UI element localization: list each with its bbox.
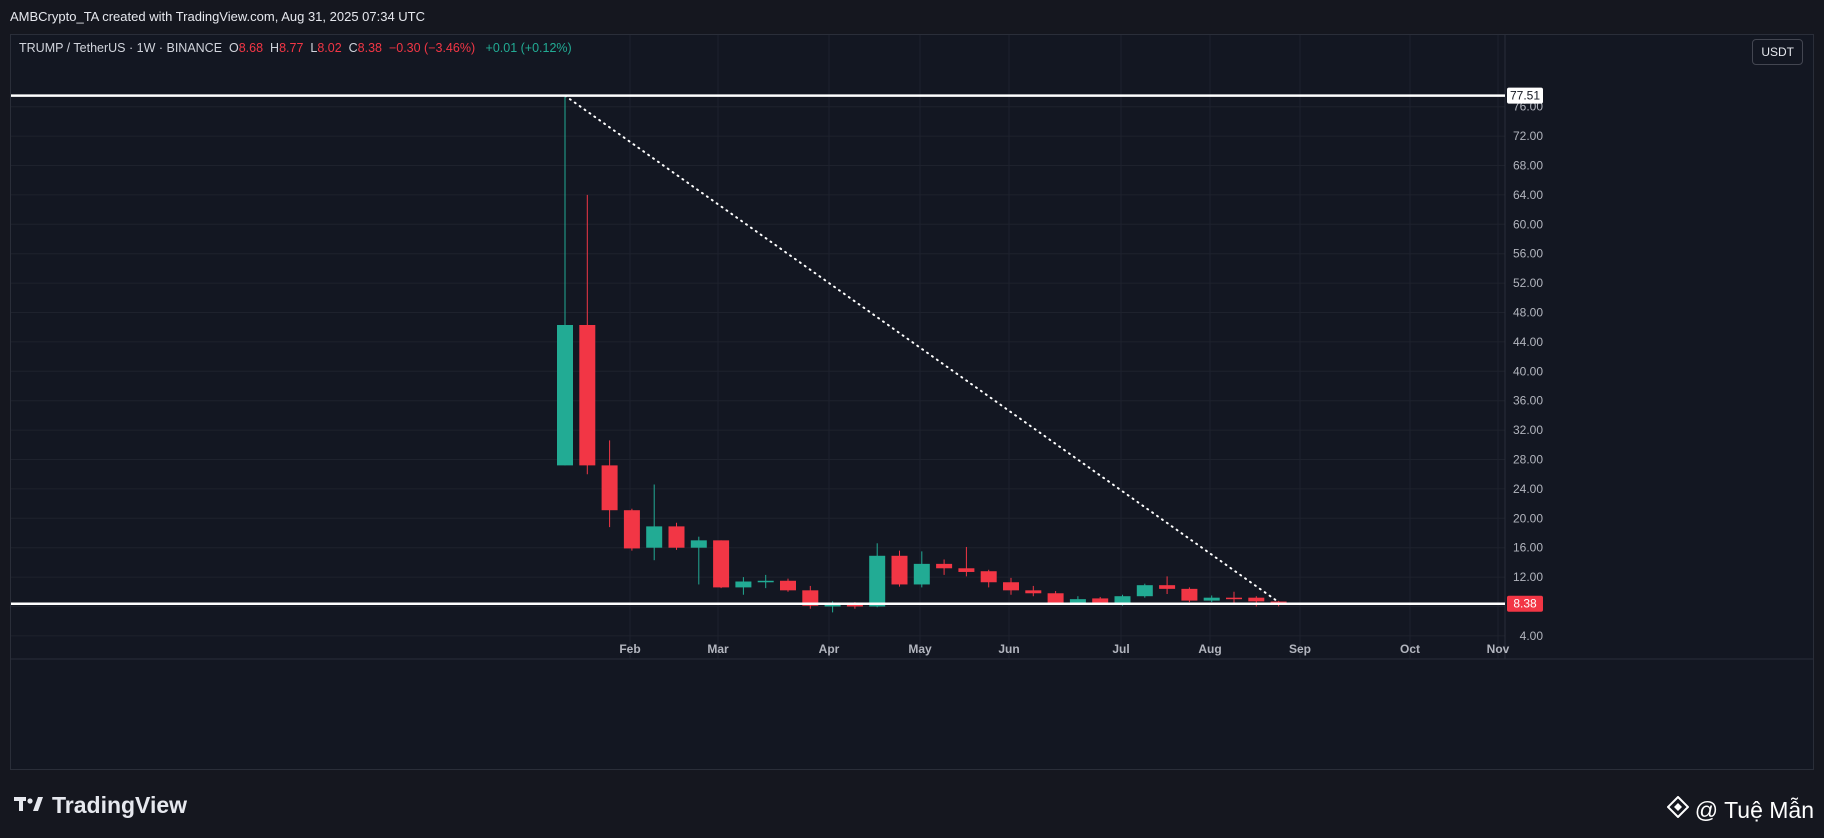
low-label: L xyxy=(310,41,318,55)
candle-body xyxy=(646,526,663,548)
close-label: C xyxy=(348,41,358,55)
candle-body xyxy=(824,604,841,607)
candle-body xyxy=(1181,588,1198,601)
x-tick-label: Jul xyxy=(1112,642,1129,656)
candle-body xyxy=(1025,590,1042,594)
price-axis-label-box xyxy=(1507,87,1543,104)
candle-body xyxy=(757,580,774,583)
y-tick-label: 52.00 xyxy=(1513,276,1543,290)
x-tick-label: Sep xyxy=(1289,642,1311,656)
x-tick-label: Aug xyxy=(1198,642,1221,656)
candle-body xyxy=(1203,597,1220,601)
symbol-label: TRUMP / TetherUS · 1W · BINANCE xyxy=(19,41,223,55)
chart-panel[interactable]: 4.008.0012.0016.0020.0024.0028.0032.0036… xyxy=(10,34,1814,770)
candle-body xyxy=(1069,599,1086,603)
candle-body xyxy=(846,604,863,607)
candle-body xyxy=(1248,597,1265,602)
candle-body xyxy=(913,563,930,585)
y-tick-label: 28.00 xyxy=(1513,453,1543,467)
candle-body xyxy=(668,526,685,548)
change-value: −0.30 (−3.46%) xyxy=(388,41,476,55)
candle-body xyxy=(557,324,573,466)
watermark-text: @ Tuệ Mẫn xyxy=(1694,796,1814,823)
y-tick-label: 44.00 xyxy=(1513,335,1543,349)
currency-unit-button[interactable]: USDT xyxy=(1752,39,1803,65)
author-watermark: @ Tuệ Mẫn xyxy=(1666,795,1814,824)
binance-diamond-icon xyxy=(1666,795,1690,824)
y-tick-label: 72.00 xyxy=(1513,129,1543,143)
header-bar: AMBCrypto_TA created with TradingView.co… xyxy=(0,0,1824,34)
candle-body xyxy=(713,540,730,588)
y-tick-label: 60.00 xyxy=(1513,217,1543,231)
y-tick-label: 64.00 xyxy=(1513,188,1543,202)
candle-body xyxy=(623,510,640,549)
price-chart[interactable]: 4.008.0012.0016.0020.0024.0028.0032.0036… xyxy=(11,35,1814,770)
y-tick-label: 24.00 xyxy=(1513,482,1543,496)
x-tick-label: Nov xyxy=(1487,642,1510,656)
candle-body xyxy=(1226,597,1242,600)
x-tick-label: Jun xyxy=(998,642,1019,656)
candle-body xyxy=(891,555,908,585)
candle-body xyxy=(780,580,796,591)
candle-body xyxy=(1159,585,1176,589)
tradingview-logo[interactable]: TradingView xyxy=(14,792,187,819)
candle-body xyxy=(601,465,618,511)
y-tick-label: 68.00 xyxy=(1513,159,1543,173)
x-tick-label: Oct xyxy=(1400,642,1420,656)
x-tick-label: Mar xyxy=(707,642,729,656)
extra-change-value: +0.01 (+0.12%) xyxy=(485,41,572,55)
price-axis-label-box xyxy=(1507,595,1543,612)
price-axis-label: 8.38 xyxy=(1513,597,1537,611)
y-tick-label: 4.00 xyxy=(1520,629,1544,643)
candle-body xyxy=(1092,598,1109,603)
y-tick-label: 20.00 xyxy=(1513,511,1543,525)
x-tick-label: Feb xyxy=(619,642,640,656)
x-tick-label: May xyxy=(908,642,932,656)
high-value: 8.77 xyxy=(279,41,304,55)
candle-body xyxy=(980,571,997,583)
candle-body xyxy=(1047,593,1064,603)
candle-body xyxy=(690,540,707,548)
low-value: 8.02 xyxy=(317,41,342,55)
candle-body xyxy=(735,581,752,588)
trendline-dotted xyxy=(564,94,1280,604)
y-tick-label: 56.00 xyxy=(1513,247,1543,261)
y-tick-label: 40.00 xyxy=(1513,364,1543,378)
chart-caption: AMBCrypto_TA created with TradingView.co… xyxy=(10,9,426,24)
candle-body xyxy=(802,590,819,606)
candle-body xyxy=(1136,585,1153,597)
symbol-legend: TRUMP / TetherUS · 1W · BINANCE O8.68 H8… xyxy=(19,41,572,55)
candle-body xyxy=(936,563,953,569)
candle-body xyxy=(958,568,975,572)
price-axis-label: 77.51 xyxy=(1510,89,1540,103)
high-label: H xyxy=(270,41,280,55)
candle-body xyxy=(869,555,886,607)
close-value: 8.38 xyxy=(357,41,382,55)
open-value: 8.68 xyxy=(238,41,264,55)
brand-name: TradingView xyxy=(52,792,188,818)
tradingview-mark-icon xyxy=(14,792,44,819)
y-tick-label: 32.00 xyxy=(1513,423,1543,437)
candle-body xyxy=(1114,596,1131,603)
candle-body xyxy=(579,324,596,466)
y-tick-label: 12.00 xyxy=(1513,570,1543,584)
y-tick-label: 36.00 xyxy=(1513,394,1543,408)
open-label: O xyxy=(229,41,239,55)
y-tick-label: 16.00 xyxy=(1513,541,1543,555)
candle-body xyxy=(1003,582,1019,591)
x-tick-label: Apr xyxy=(819,642,840,656)
y-tick-label: 48.00 xyxy=(1513,306,1543,320)
